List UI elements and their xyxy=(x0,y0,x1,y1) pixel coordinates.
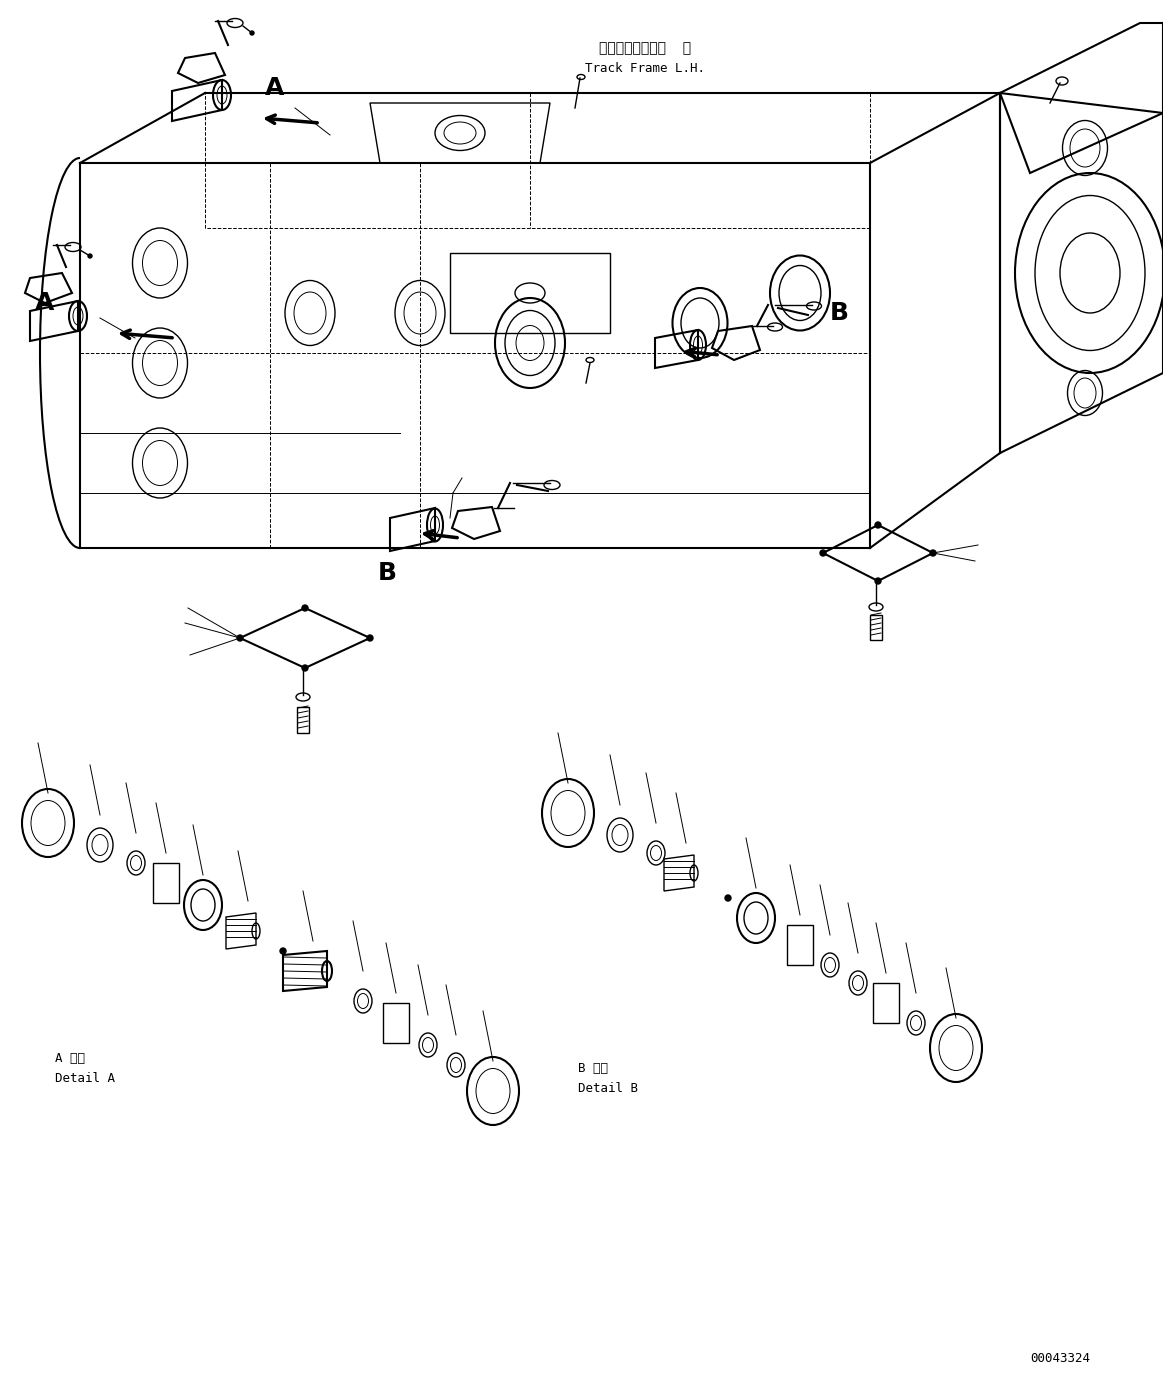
Circle shape xyxy=(250,31,254,35)
Text: A: A xyxy=(265,77,285,100)
Circle shape xyxy=(930,550,936,556)
Text: Detail B: Detail B xyxy=(578,1081,638,1095)
Circle shape xyxy=(237,635,243,641)
Text: A: A xyxy=(35,291,55,315)
Circle shape xyxy=(88,254,92,258)
Circle shape xyxy=(302,664,308,671)
Circle shape xyxy=(368,635,373,641)
Text: Track Frame L.H.: Track Frame L.H. xyxy=(585,61,705,74)
Circle shape xyxy=(875,578,882,584)
Text: B: B xyxy=(378,561,397,585)
Text: Detail A: Detail A xyxy=(55,1071,115,1085)
Text: B 詳細: B 詳細 xyxy=(578,1061,608,1074)
Circle shape xyxy=(820,550,826,556)
Text: 00043324: 00043324 xyxy=(1030,1351,1090,1365)
Text: トラックフレーム  左: トラックフレーム 左 xyxy=(599,40,691,54)
Circle shape xyxy=(302,605,308,612)
Circle shape xyxy=(725,894,732,901)
Circle shape xyxy=(280,949,286,954)
Text: A 詳細: A 詳細 xyxy=(55,1052,85,1064)
Circle shape xyxy=(875,522,882,528)
Text: B: B xyxy=(830,301,849,325)
